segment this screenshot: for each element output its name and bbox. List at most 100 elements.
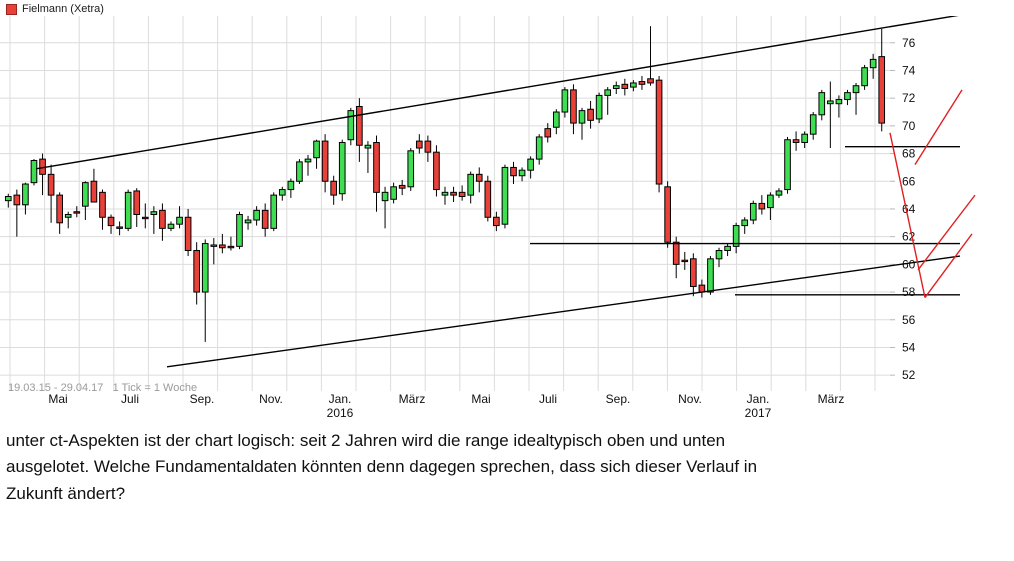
candle-body (869, 58, 877, 69)
candle-body (552, 111, 560, 128)
candle-body (107, 216, 115, 227)
legend-color-swatch (6, 3, 17, 15)
y-tick-label: 68 (902, 147, 916, 161)
candle-body (878, 56, 886, 124)
candle-body (844, 92, 851, 101)
y-tick-label: 62 (902, 230, 916, 244)
candle-body (707, 258, 714, 293)
candle-body (287, 180, 295, 191)
plot-area[interactable] (0, 16, 890, 391)
candle-body (604, 89, 612, 96)
candle-body (630, 82, 637, 88)
candle-body (64, 214, 72, 218)
candle-body (578, 110, 586, 124)
candle-body (664, 186, 671, 243)
candle-body (373, 141, 380, 193)
candle-body (56, 194, 63, 224)
candle-body (690, 258, 697, 288)
candle-body (595, 94, 603, 120)
x-tick-label: Juli (121, 392, 139, 406)
candle-body (244, 219, 252, 224)
candle-body (801, 133, 808, 143)
candle-body (47, 173, 55, 196)
x-tick-label: Nov. (678, 392, 702, 406)
x-tick-month: Jan. (746, 392, 770, 406)
x-tick-label: Jan. 2017 (745, 392, 772, 420)
candle-body (356, 105, 363, 146)
y-tick-label: 72 (902, 91, 916, 105)
candle-body (13, 194, 21, 206)
price-chart[interactable]: 52 54 56 58 60 62 64 66 68 70 72 74 76 (0, 16, 1014, 391)
candle-body (612, 85, 620, 89)
x-tick-label: Nov. (259, 392, 283, 406)
y-tick-label: 52 (902, 368, 916, 382)
candle-body (381, 191, 389, 202)
candle-body (827, 100, 834, 105)
candle-body (4, 196, 12, 202)
candle-body (561, 89, 569, 113)
candle-body (518, 169, 526, 177)
candle-body (741, 219, 749, 227)
candle-body (484, 180, 492, 218)
x-tick-month: März (398, 392, 426, 406)
candle-body (167, 223, 175, 229)
candle-body (338, 141, 346, 195)
candle-body (433, 151, 440, 191)
candle-body (150, 211, 158, 215)
candle-body (784, 139, 791, 191)
legend-label: Fielmann (Xetra) (22, 2, 104, 15)
candle-body (535, 136, 543, 160)
candle-body (90, 180, 98, 203)
y-tick-label: 60 (902, 257, 916, 271)
y-tick-label: 76 (902, 36, 916, 50)
x-tick-month: Mai (48, 392, 68, 406)
x-tick-label: März (818, 392, 845, 406)
candle-body (227, 245, 235, 249)
candlestick-plot (0, 16, 890, 391)
candle-body (475, 173, 483, 182)
y-tick-label: 58 (902, 285, 916, 299)
candle-body (296, 161, 303, 182)
candle-body (450, 191, 457, 196)
candle-body (792, 139, 800, 143)
candle-body (364, 144, 372, 149)
y-tick-label: 66 (902, 174, 916, 188)
candle-body (681, 259, 689, 263)
candle-body (270, 194, 278, 229)
caption-line-3: Zukunft ändert? (6, 483, 126, 503)
y-axis-labels: 52 54 56 58 60 62 64 66 68 70 72 74 76 (890, 36, 916, 382)
candle-body (304, 158, 312, 163)
candle-body (278, 189, 286, 196)
candle-body (330, 180, 338, 196)
y-tick-group: 52 54 56 58 60 62 64 66 68 70 72 74 76 (890, 36, 916, 382)
x-tick-month: Sep. (605, 392, 631, 406)
candle-body (124, 191, 132, 229)
x-tick-label: Jan. 2016 (327, 392, 354, 420)
x-tick-label: Mai (471, 392, 490, 406)
candle-body (253, 209, 260, 221)
candle-body (219, 244, 226, 249)
candle-body (210, 244, 218, 247)
candle-body (99, 191, 106, 218)
candle-body (176, 216, 183, 225)
candle-body (647, 78, 654, 84)
candle-body (458, 191, 466, 197)
x-tick-label: Mai (48, 392, 67, 406)
x-tick-month: Juli (120, 392, 140, 406)
caption-line-2: ausgelotet. Welche Fundamentaldaten könn… (6, 457, 758, 477)
candle-body (347, 110, 355, 141)
y-tick-label: 56 (902, 313, 916, 327)
candle-body (467, 173, 475, 196)
candle-body (201, 243, 209, 293)
candle-body (73, 211, 81, 214)
x-axis: Mai Juli Sep. Nov. Jan. 2016 März Mai Juli Sep. No… (0, 392, 1014, 432)
candle-body (493, 216, 500, 227)
post-caption: unter ct-Aspekten ist der chart logisch:… (6, 428, 966, 507)
candle-body (732, 225, 740, 247)
candle-body (715, 250, 723, 260)
x-tick-month: März (817, 392, 845, 406)
x-tick-month: Nov. (678, 392, 702, 406)
x-tick-label: Sep. (190, 392, 215, 406)
candle-body (193, 250, 200, 293)
